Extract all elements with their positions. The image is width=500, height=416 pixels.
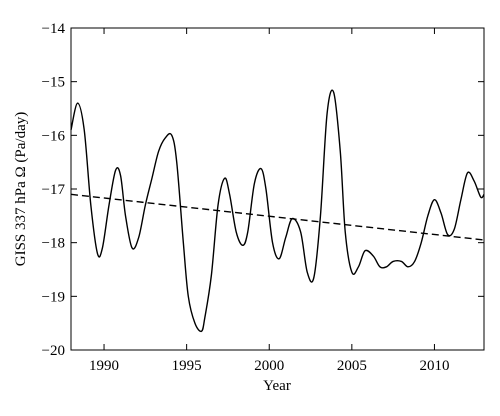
y-tick-label: −20 <box>42 343 65 359</box>
y-tick-label: −15 <box>42 75 65 91</box>
y-axis: −20 −19 −18 −17 −16 −15 −14 <box>42 21 484 359</box>
plot-frame <box>70 27 485 351</box>
y-axis-label: GISS 337 hPa Ω (Pa/day) <box>13 112 29 266</box>
x-tick-label: 1990 <box>89 358 119 374</box>
series-group <box>70 89 485 333</box>
trend-line <box>70 193 485 241</box>
x-tick-label: 2000 <box>254 358 284 374</box>
y-tick-label: −18 <box>42 236 65 252</box>
x-axis: 1990 1995 2000 2005 2010 <box>89 28 449 374</box>
x-axis-label: Year <box>263 378 291 394</box>
y-tick-label: −19 <box>42 289 65 305</box>
y-tick-label: −17 <box>42 182 66 198</box>
x-tick-label: 2005 <box>337 358 367 374</box>
x-tick-label: 2010 <box>419 358 449 374</box>
y-tick-label: −14 <box>42 21 66 37</box>
y-tick-label: −16 <box>42 128 66 144</box>
x-tick-label: 1995 <box>172 358 202 374</box>
series-line <box>70 89 485 333</box>
